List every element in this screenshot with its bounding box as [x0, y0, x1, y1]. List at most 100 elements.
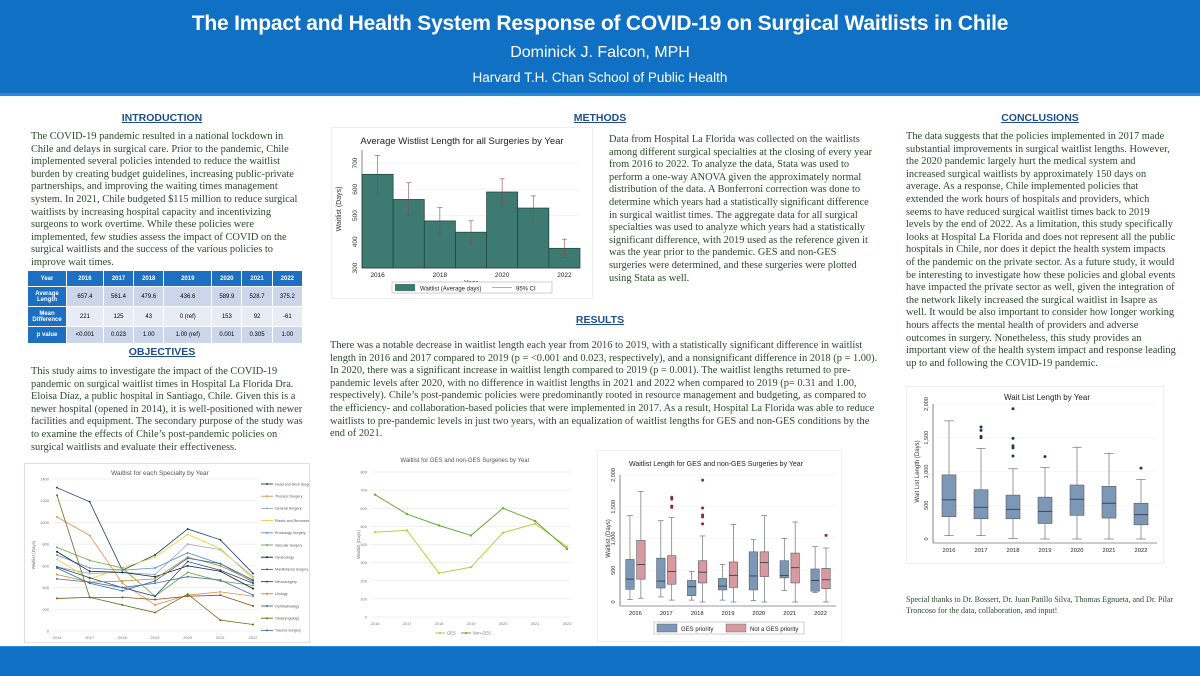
data-point	[252, 584, 254, 587]
legend-marker	[266, 531, 268, 534]
poster-title: The Impact and Health System Response of…	[191, 12, 1009, 35]
table-cell: 43	[133, 306, 165, 327]
data-point	[469, 534, 473, 537]
legend-label: Waitlist (Average days)	[420, 287, 481, 293]
legend-label: Trauma Surgery	[275, 629, 301, 633]
y-tick-label: 1,000	[924, 465, 930, 479]
average-waitlist-svg: Average Wistlist Length for all Surgerie…	[336, 136, 581, 294]
outlier	[1011, 407, 1015, 411]
table-cell: -61	[271, 306, 304, 327]
outlier	[1139, 466, 1143, 470]
table-cell: 561.4	[102, 286, 135, 307]
ges-box-chart: Waitlist Length for GES and non-GES Surg…	[597, 450, 842, 642]
data-point	[56, 546, 58, 549]
data-point	[405, 529, 409, 532]
poster-header: The Impact and Health System Response of…	[0, 0, 1200, 96]
y-axis-label: Wait List Length (Days)	[915, 440, 921, 502]
data-point	[154, 603, 156, 606]
legend-label: General Surgery	[275, 507, 302, 511]
x-tick-label: 2019	[722, 611, 735, 617]
x-tick-label: 2020	[183, 635, 193, 640]
x-tick-label: 2020	[752, 611, 765, 617]
y-axis-label: Waitlist (Days)	[356, 530, 361, 559]
table-cell: 125	[102, 306, 135, 327]
outlier	[701, 506, 705, 510]
legend-swatch	[395, 284, 415, 291]
x-tick-label: 2017	[660, 611, 673, 617]
table-header-cell: 2016	[66, 270, 104, 287]
data-point	[56, 550, 58, 553]
y-tick-label: 2,000	[924, 397, 930, 411]
data-point	[88, 570, 91, 573]
x-tick-label: 2021	[783, 611, 796, 617]
data-point	[154, 567, 156, 570]
table-cell: 92	[241, 306, 273, 327]
x-tick-label: 2019	[151, 635, 161, 640]
overall-box-chart: Wait List Length by Year 0 500 1,000 1,500 2,…	[906, 386, 1164, 564]
data-point	[56, 567, 58, 570]
data-point	[154, 598, 156, 601]
box-2019-0	[1037, 496, 1053, 524]
data-point	[154, 556, 156, 559]
data-point	[121, 569, 124, 572]
data-point	[121, 580, 124, 583]
stats-table: Year 2016 2017 2018 2019 2020 2021 2022 …	[27, 270, 304, 344]
data-point	[121, 582, 124, 585]
x-tick-label: 2022	[249, 635, 259, 640]
table-header-cell: 2018	[133, 270, 165, 287]
outlier	[670, 495, 674, 499]
data-point	[219, 564, 222, 567]
data-point	[252, 594, 254, 597]
data-point	[88, 596, 91, 599]
box-2019-1	[728, 561, 738, 588]
x-tick-label: 2021	[1103, 548, 1116, 554]
y-tick-label: 1200	[40, 498, 50, 503]
data-point	[186, 557, 189, 560]
conclusions-text: The data suggests that the policies impl…	[906, 131, 1176, 369]
chart-title: Waitlist for GES and non-GES Surgeries b…	[400, 458, 529, 464]
y-tick-label: 0	[365, 615, 368, 620]
x-tick-label: 2016	[370, 272, 385, 279]
box-2017-0	[973, 489, 989, 520]
data-point	[56, 486, 58, 489]
legend-label: Not a GES priority	[750, 627, 798, 633]
box-2018-0	[1005, 494, 1021, 520]
table-cell: 0.023	[102, 326, 135, 344]
x-tick-label: 2021	[216, 635, 226, 640]
data-point	[154, 573, 156, 576]
y-tick-label: 100	[360, 596, 367, 601]
x-tick-label: 2016	[629, 611, 642, 617]
box-2020-0	[1069, 484, 1085, 516]
legend-label: Neurosurgery	[275, 580, 297, 584]
legend-marker	[266, 617, 268, 620]
legend-label: Maxillofacial Surgery	[275, 568, 308, 572]
data-point	[154, 582, 156, 585]
x-tick-label: 2017	[85, 635, 95, 640]
introduction-text: The COVID-19 pandemic resulted in a nati…	[31, 131, 298, 268]
y-tick-label: 500	[924, 501, 930, 510]
y-tick-label: 600	[352, 184, 359, 195]
box-2022-0	[1133, 502, 1149, 526]
x-tick-label: 2018	[435, 621, 445, 626]
x-tick-label: 2022	[557, 272, 572, 279]
legend-marker	[266, 592, 268, 595]
legend-label: GES	[447, 631, 456, 636]
y-tick-label: 500	[611, 566, 617, 575]
x-tick-label: 2016	[371, 621, 381, 626]
y-tick-label: 200	[360, 578, 367, 583]
data-point	[56, 573, 58, 576]
ges-box-svg: Waitlist Length for GES and non-GES Surg…	[606, 461, 836, 635]
data-point	[154, 577, 156, 580]
legend-marker	[266, 568, 268, 571]
data-point	[501, 531, 505, 534]
x-tick-label: 2018	[691, 611, 704, 617]
data-point	[121, 589, 124, 592]
data-point	[501, 507, 505, 510]
outlier	[670, 504, 674, 508]
data-point	[154, 595, 156, 598]
data-point	[252, 578, 254, 581]
row-label: Mean Difference	[27, 306, 67, 327]
data-point	[252, 605, 254, 608]
legend-label: Plastic and Reconstructive Surgery	[275, 519, 309, 523]
box-2021-0	[1101, 486, 1117, 519]
